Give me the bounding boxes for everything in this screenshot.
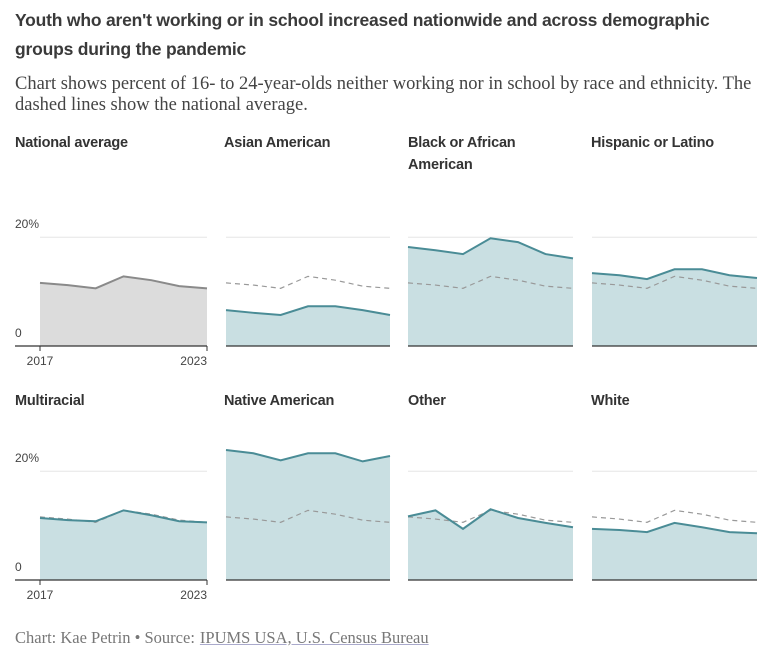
y-tick-label: 20%	[15, 451, 39, 465]
panel-title: White	[591, 393, 630, 409]
x-tick-label: 2023	[180, 354, 207, 368]
title: Youth who aren't working or in school in…	[15, 10, 710, 59]
panel-title: Asian American	[224, 135, 331, 151]
line	[407, 508, 574, 531]
national-average-line	[39, 509, 208, 523]
area	[592, 522, 757, 580]
line	[591, 521, 758, 535]
panel-title: Hispanic or Latino	[591, 135, 714, 151]
credit: Chart: Kae Petrin • Source:	[15, 628, 195, 647]
line	[225, 448, 391, 463]
footer: Chart: Kae Petrin • Source: IPUMS USA, U.…	[15, 628, 429, 648]
line	[407, 237, 574, 260]
national-average-line	[591, 275, 758, 289]
y-tick-label: 0	[15, 326, 22, 340]
x-tick-label: 2017	[27, 354, 54, 368]
area	[40, 276, 207, 346]
area	[408, 238, 573, 346]
line	[225, 305, 391, 317]
subtitle: Chart shows percent of 16- to 24-year-ol…	[15, 74, 752, 115]
panel-title: Black or African American	[408, 135, 516, 173]
panel-title: National average	[15, 135, 128, 151]
national-average-line	[225, 509, 391, 523]
y-tick-label: 0	[15, 560, 22, 574]
y-tick-label: 20%	[15, 217, 39, 231]
panel-title: Multiracial	[15, 393, 85, 409]
source-link[interactable]: IPUMS USA, U.S. Census Bureau	[199, 628, 429, 647]
area	[226, 306, 390, 346]
x-tick-label: 2023	[180, 588, 207, 602]
area	[226, 449, 390, 580]
panel-title: Native American	[224, 393, 335, 409]
line	[39, 275, 208, 290]
x-tick-label: 2017	[27, 588, 54, 602]
line	[39, 509, 208, 524]
area	[40, 510, 207, 580]
area	[592, 269, 757, 346]
national-average-line	[225, 275, 391, 289]
line	[591, 268, 758, 281]
national-average-line	[591, 509, 758, 523]
area	[408, 509, 573, 580]
panel-title: Other	[408, 393, 446, 409]
national-average-line	[407, 275, 574, 289]
